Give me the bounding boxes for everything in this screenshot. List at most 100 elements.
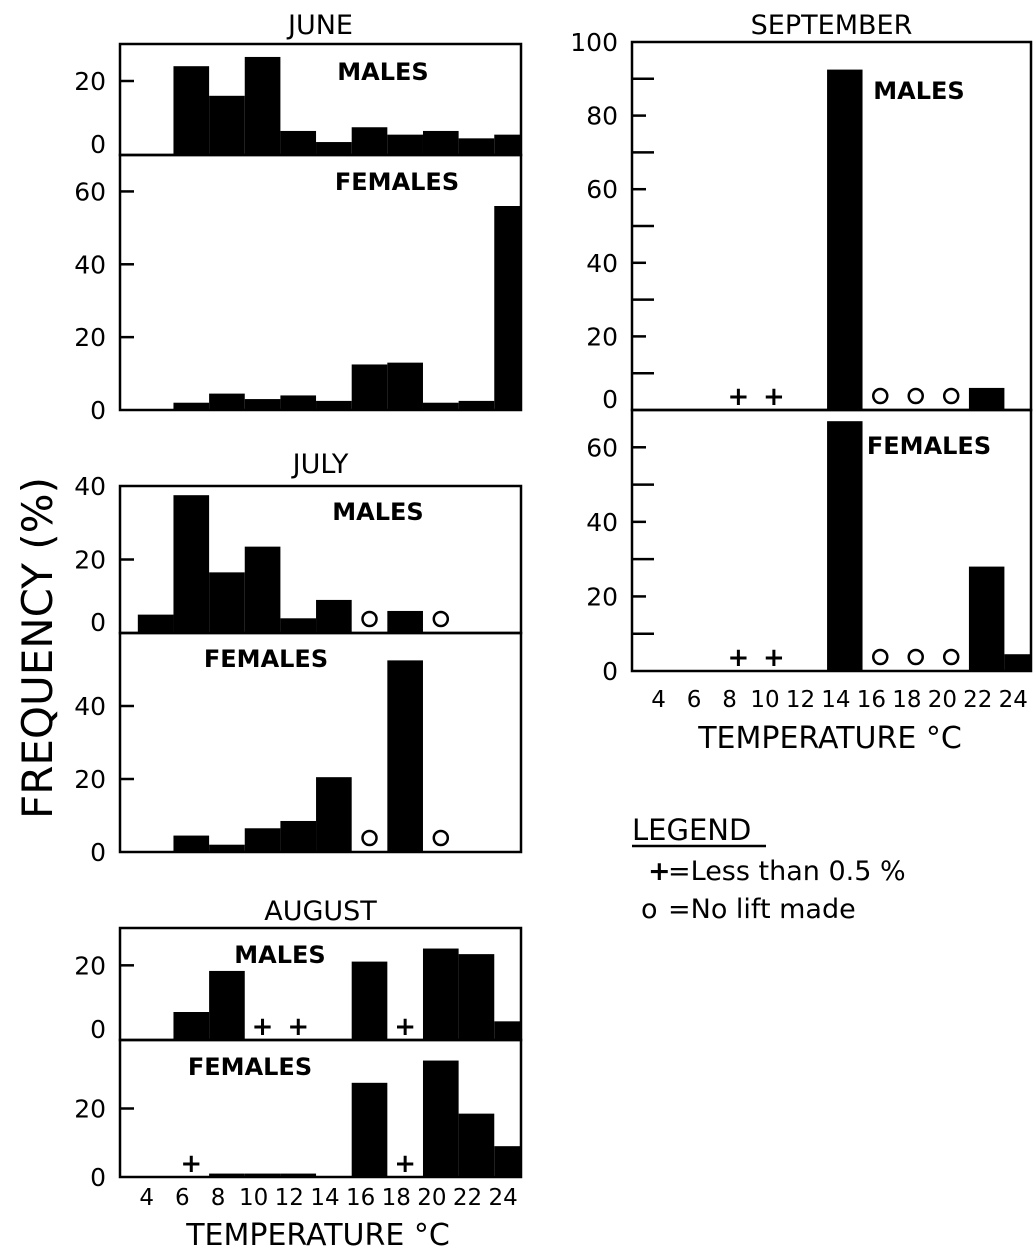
- july-females-bar: [387, 660, 423, 852]
- july-males-bar: [316, 599, 352, 633]
- august-x-tick-label: 12: [275, 1185, 304, 1211]
- august-males-label: MALES: [234, 941, 325, 969]
- june-males-bar: [494, 134, 521, 155]
- september-males-less-than-marker: +: [728, 382, 750, 412]
- legend-circle-symbol: o: [641, 894, 658, 925]
- july-males-bar: [280, 618, 317, 633]
- june-females-y-tick-label: 40: [74, 250, 106, 279]
- september-males-y-tick-label: 20: [586, 322, 618, 351]
- june-males-bar: [173, 66, 210, 155]
- august-females-less-than-marker: +: [394, 1149, 416, 1179]
- june-females-label: FEMALES: [335, 168, 459, 196]
- june-males-y-tick-label: 0: [90, 130, 106, 159]
- september-females-panel: + +0 20 40 60: [586, 408, 1033, 686]
- june-females-frame: [118, 153, 523, 412]
- july-males-no-lift-marker: [361, 610, 378, 628]
- july-females-y-tick-label: 40: [74, 692, 106, 721]
- july-males-bar: [137, 614, 174, 633]
- july-females-bar: [280, 820, 317, 852]
- september-x-tick-label: 22: [963, 687, 992, 713]
- september-x-tick-label: 6: [687, 687, 702, 713]
- august-males-less-than-marker: +: [394, 1012, 416, 1042]
- august-males-y-tick-label: 0: [90, 1015, 106, 1044]
- september-males-y-tick-label: 0: [602, 385, 618, 414]
- august-males-less-than-marker: +: [252, 1012, 274, 1042]
- june-females-y-tick-label: 20: [74, 323, 106, 352]
- august-females-bar: [244, 1173, 281, 1177]
- july-females-bar: [316, 777, 352, 852]
- september-males-y-tick-label: 100: [570, 28, 618, 57]
- july-females-bar: [244, 828, 281, 852]
- legend-plus-symbol: +: [648, 856, 671, 887]
- june-males-bar: [351, 127, 388, 155]
- september-females-y-tick-label: 20: [586, 582, 618, 611]
- june-females-bar: [173, 402, 210, 410]
- august-title: AUGUST: [264, 896, 377, 927]
- august-males-bar: [209, 970, 245, 1040]
- august-x-tick-label: 24: [489, 1185, 518, 1211]
- september-x-tick-label: 24: [999, 687, 1028, 713]
- september-females-no-lift-marker: [872, 648, 889, 666]
- legend-plus-text: =Less than 0.5 %: [668, 856, 906, 887]
- september-x-tick-label: 4: [651, 687, 666, 713]
- june-males-y-tick-label: 20: [74, 67, 106, 96]
- september-x-tick-label: 20: [928, 687, 957, 713]
- july-females-bar: [209, 844, 245, 852]
- july-females-y-tick-label: 20: [74, 765, 106, 794]
- august-x-tick-label: 14: [310, 1185, 339, 1211]
- july-males-bar: [387, 610, 423, 633]
- june-males-bar: [316, 142, 352, 155]
- september-females-y-tick-label: 40: [586, 508, 618, 537]
- july-females-panel: 0 20 40: [74, 631, 523, 867]
- july-males-no-lift-marker: [432, 610, 450, 628]
- september-x-axis-title: TEMPERATURE °C: [697, 721, 962, 756]
- september-males-no-lift-marker: [907, 387, 924, 405]
- july-males-bar: [173, 495, 210, 633]
- july-females-label: FEMALES: [204, 645, 328, 673]
- august-males-y-tick-label: 20: [74, 951, 106, 980]
- september-x-tick-label: 12: [786, 687, 815, 713]
- august-x-tick-label: 20: [417, 1185, 446, 1211]
- august-x-tick-label: 16: [346, 1185, 375, 1211]
- july-males-y-tick-label: 20: [74, 546, 106, 575]
- september-males-no-lift-marker: [872, 387, 889, 405]
- september-males-bar: [968, 387, 1005, 410]
- september-males-no-lift-marker: [942, 387, 960, 405]
- june-males-bar: [422, 130, 459, 155]
- june-males-label: MALES: [337, 58, 428, 86]
- june-title: JUNE: [286, 10, 353, 41]
- june-females-y-tick-label: 0: [90, 396, 106, 425]
- june-females-bar: [316, 400, 352, 410]
- august-x-tick-label: 18: [382, 1185, 411, 1211]
- august-females-bar: [422, 1060, 459, 1177]
- september-females-label: FEMALES: [867, 432, 991, 460]
- june-females-bar: [422, 402, 459, 410]
- july-males-bar: [244, 546, 281, 633]
- july-chart: JULY 0 20 40 MALES 0 20 40 FEMALES: [74, 449, 523, 867]
- september-males-y-tick-label: 60: [586, 175, 618, 204]
- june-females-bar: [351, 364, 388, 410]
- august-females-label: FEMALES: [188, 1053, 312, 1081]
- august-x-tick-label: 8: [211, 1185, 226, 1211]
- august-females-less-than-marker: +: [180, 1149, 202, 1179]
- september-males-y-tick-label: 80: [586, 102, 618, 131]
- july-title: JULY: [291, 449, 349, 480]
- august-males-bar: [351, 961, 388, 1040]
- july-males-panel: 0 20 40: [74, 472, 523, 637]
- august-males-bar: [458, 954, 495, 1040]
- september-males-bar: [827, 69, 863, 410]
- september-females-bar: [1004, 654, 1031, 671]
- september-x-tick-label: 18: [892, 687, 921, 713]
- june-females-y-tick-label: 60: [74, 177, 106, 206]
- legend-circle-text: =No lift made: [668, 894, 856, 925]
- september-x-tick-label: 10: [750, 687, 779, 713]
- august-males-bar: [422, 948, 459, 1040]
- august-chart: AUGUST + + +0 20 MALES + +0 20 FEMALES 4 6 8 10 12 14 16…: [74, 896, 523, 1211]
- august-males-less-than-marker: +: [287, 1012, 309, 1042]
- june-males-bar: [387, 134, 423, 155]
- august-males-bar: [173, 1012, 210, 1040]
- august-females-y-tick-label: 20: [74, 1095, 106, 1124]
- july-males-label: MALES: [332, 498, 423, 526]
